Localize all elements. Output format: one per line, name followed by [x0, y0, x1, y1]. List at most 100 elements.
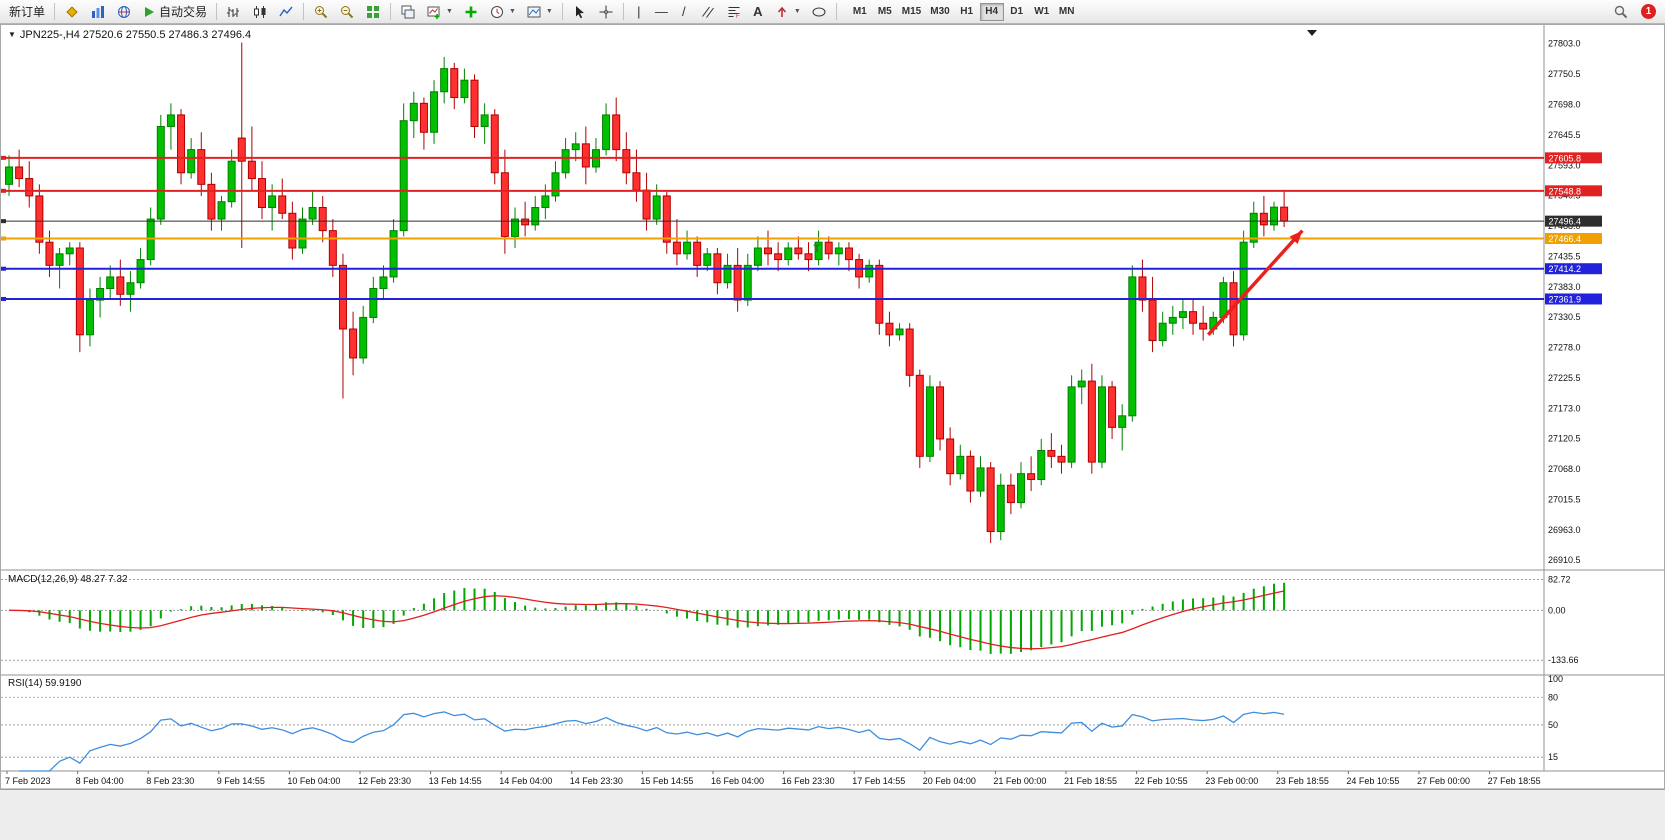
vertical-line-tool-button[interactable]: | [629, 2, 649, 22]
horizontal-line-tool-button[interactable]: — [651, 2, 672, 22]
fibonacci-tool-button[interactable]: F [722, 2, 746, 22]
toolbar-separator [216, 3, 218, 20]
market-watch-icon [92, 5, 105, 18]
price-axis[interactable]: 27803.027750.527698.027645.527593.027540… [1548, 39, 1581, 565]
vertical-line-icon: | [637, 4, 641, 19]
zoom-in-button[interactable] [309, 2, 333, 22]
timeframe-button-M5[interactable]: M5 [873, 3, 897, 21]
toolbar-separator [622, 3, 624, 20]
indicators-icon [465, 6, 477, 17]
svg-text:0.00: 0.00 [1548, 605, 1566, 615]
crosshair-icon [599, 5, 613, 18]
templates-button[interactable]: ▼ [522, 2, 557, 22]
chart-frame [1, 25, 1664, 790]
candlestick-icon [254, 5, 266, 18]
chart-window[interactable]: 27803.027750.527698.027645.527593.027540… [0, 24, 1665, 790]
svg-text:T: T [814, 243, 821, 255]
svg-text:27466.4: 27466.4 [1549, 234, 1582, 244]
toolbar-separator [303, 3, 305, 20]
dropdown-caret-icon: ▼ [545, 8, 553, 15]
channel-icon [701, 6, 714, 18]
svg-text:13 Feb 14:55: 13 Feb 14:55 [429, 776, 482, 786]
crosshair-tool-button[interactable] [594, 2, 618, 22]
timeframe-button-M1[interactable]: M1 [848, 3, 872, 21]
timeframe-toolbar: M1 M5 M15 M30 H1 H4 D1 W1 MN [848, 2, 1079, 21]
price-chart-canvas[interactable]: 27803.027750.527698.027645.527593.027540… [1, 25, 1665, 791]
timeframe-button-W1[interactable]: W1 [1030, 3, 1054, 21]
fibonacci-icon: F [728, 6, 740, 20]
new-order-button[interactable]: 新订单 [5, 2, 49, 22]
svg-text:27548.8: 27548.8 [1549, 186, 1582, 196]
svg-text:27645.5: 27645.5 [1548, 130, 1581, 140]
bar-chart-button[interactable] [222, 2, 246, 22]
toolbar-separator [835, 3, 837, 20]
svg-text:16 Feb 04:00: 16 Feb 04:00 [711, 776, 764, 786]
cursor-tool-button[interactable] [568, 2, 592, 22]
chart-dropdown-icon[interactable]: ▼ [8, 30, 16, 39]
trendline-tool-button[interactable]: / [674, 2, 694, 22]
template-icon [527, 6, 541, 17]
line-chart-button[interactable] [274, 2, 298, 22]
svg-text:21 Feb 18:55: 21 Feb 18:55 [1064, 776, 1117, 786]
scroll-marker[interactable] [1307, 30, 1317, 36]
notification-badge[interactable]: 1 [1641, 4, 1656, 19]
cascade-windows-button[interactable] [396, 2, 420, 22]
dropdown-caret-icon: ▼ [508, 8, 516, 15]
timeframe-button-H1[interactable]: H1 [955, 3, 979, 21]
globe-icon [118, 5, 131, 18]
timeframe-button-H4[interactable]: H4 [979, 2, 1004, 21]
svg-text:27330.5: 27330.5 [1548, 312, 1581, 322]
trend-arrow[interactable] [1206, 229, 1304, 336]
candlestick-chart-button[interactable] [248, 2, 272, 22]
new-order-label: 新订单 [9, 5, 46, 19]
svg-text:27361.9: 27361.9 [1549, 294, 1582, 304]
indicators-button[interactable] [459, 2, 483, 22]
svg-text:27225.5: 27225.5 [1548, 373, 1581, 383]
svg-text:27750.5: 27750.5 [1548, 69, 1581, 79]
svg-text:26963.0: 26963.0 [1548, 525, 1581, 535]
rsi-layer: 100 80 50 15 [1, 674, 1563, 772]
zoom-out-button[interactable] [335, 2, 359, 22]
text-tool-button[interactable]: A [748, 2, 768, 22]
channel-tool-button[interactable] [696, 2, 720, 22]
toolbar: 新订单 自动交易 ▼ ▼ [0, 0, 1665, 24]
search-icon [1614, 5, 1628, 18]
auto-trading-icon [145, 6, 155, 17]
tile-windows-button[interactable] [361, 2, 385, 22]
macd-layer: 82.72 0.00 -133.66 [1, 574, 1579, 665]
timeframe-button-M30[interactable]: M30 [926, 3, 953, 21]
svg-text:27698.0: 27698.0 [1548, 99, 1581, 109]
svg-text:100: 100 [1548, 674, 1563, 684]
chart-annotation[interactable]: T [814, 243, 821, 255]
svg-text:21 Feb 00:00: 21 Feb 00:00 [993, 776, 1046, 786]
clock-icon [490, 5, 503, 18]
svg-text:27593.0: 27593.0 [1548, 160, 1581, 170]
timeframe-button-MN[interactable]: MN [1055, 3, 1079, 21]
auto-trading-button[interactable]: 自动交易 [138, 2, 211, 22]
svg-text:7 Feb 2023: 7 Feb 2023 [5, 776, 51, 786]
svg-text:23 Feb 18:55: 23 Feb 18:55 [1276, 776, 1329, 786]
toolbar-separator [390, 3, 392, 20]
arrow-tool-icon [777, 6, 786, 17]
cursor-icon [575, 5, 584, 18]
svg-text:9 Feb 14:55: 9 Feb 14:55 [217, 776, 265, 786]
svg-text:27803.0: 27803.0 [1548, 39, 1581, 49]
svg-text:27496.4: 27496.4 [1549, 217, 1582, 227]
svg-text:16 Feb 23:30: 16 Feb 23:30 [782, 776, 835, 786]
level-lines[interactable]: 27605.8 27548.8 27496.4 27466.4 27414.2 27361… [1, 152, 1602, 305]
arrows-tool-button[interactable]: ▼ [770, 2, 805, 22]
search-button[interactable] [1609, 2, 1633, 22]
chart-profile-button[interactable] [60, 2, 84, 22]
new-chart-icon [427, 6, 440, 19]
svg-text:23 Feb 00:00: 23 Feb 00:00 [1205, 776, 1258, 786]
periods-button[interactable]: ▼ [485, 2, 520, 22]
shapes-tool-button[interactable] [807, 2, 831, 22]
new-chart-button[interactable]: ▼ [422, 2, 457, 22]
timeframe-button-D1[interactable]: D1 [1005, 3, 1029, 21]
trendline-icon: / [682, 4, 686, 19]
time-axis[interactable]: 7 Feb 2023 8 Feb 04:00 8 Feb 23:30 9 Feb 14… [5, 771, 1541, 786]
data-window-button[interactable] [112, 2, 136, 22]
market-watch-button[interactable] [86, 2, 110, 22]
window-bottom-gap [0, 790, 1665, 840]
timeframe-button-M15[interactable]: M15 [898, 3, 925, 21]
